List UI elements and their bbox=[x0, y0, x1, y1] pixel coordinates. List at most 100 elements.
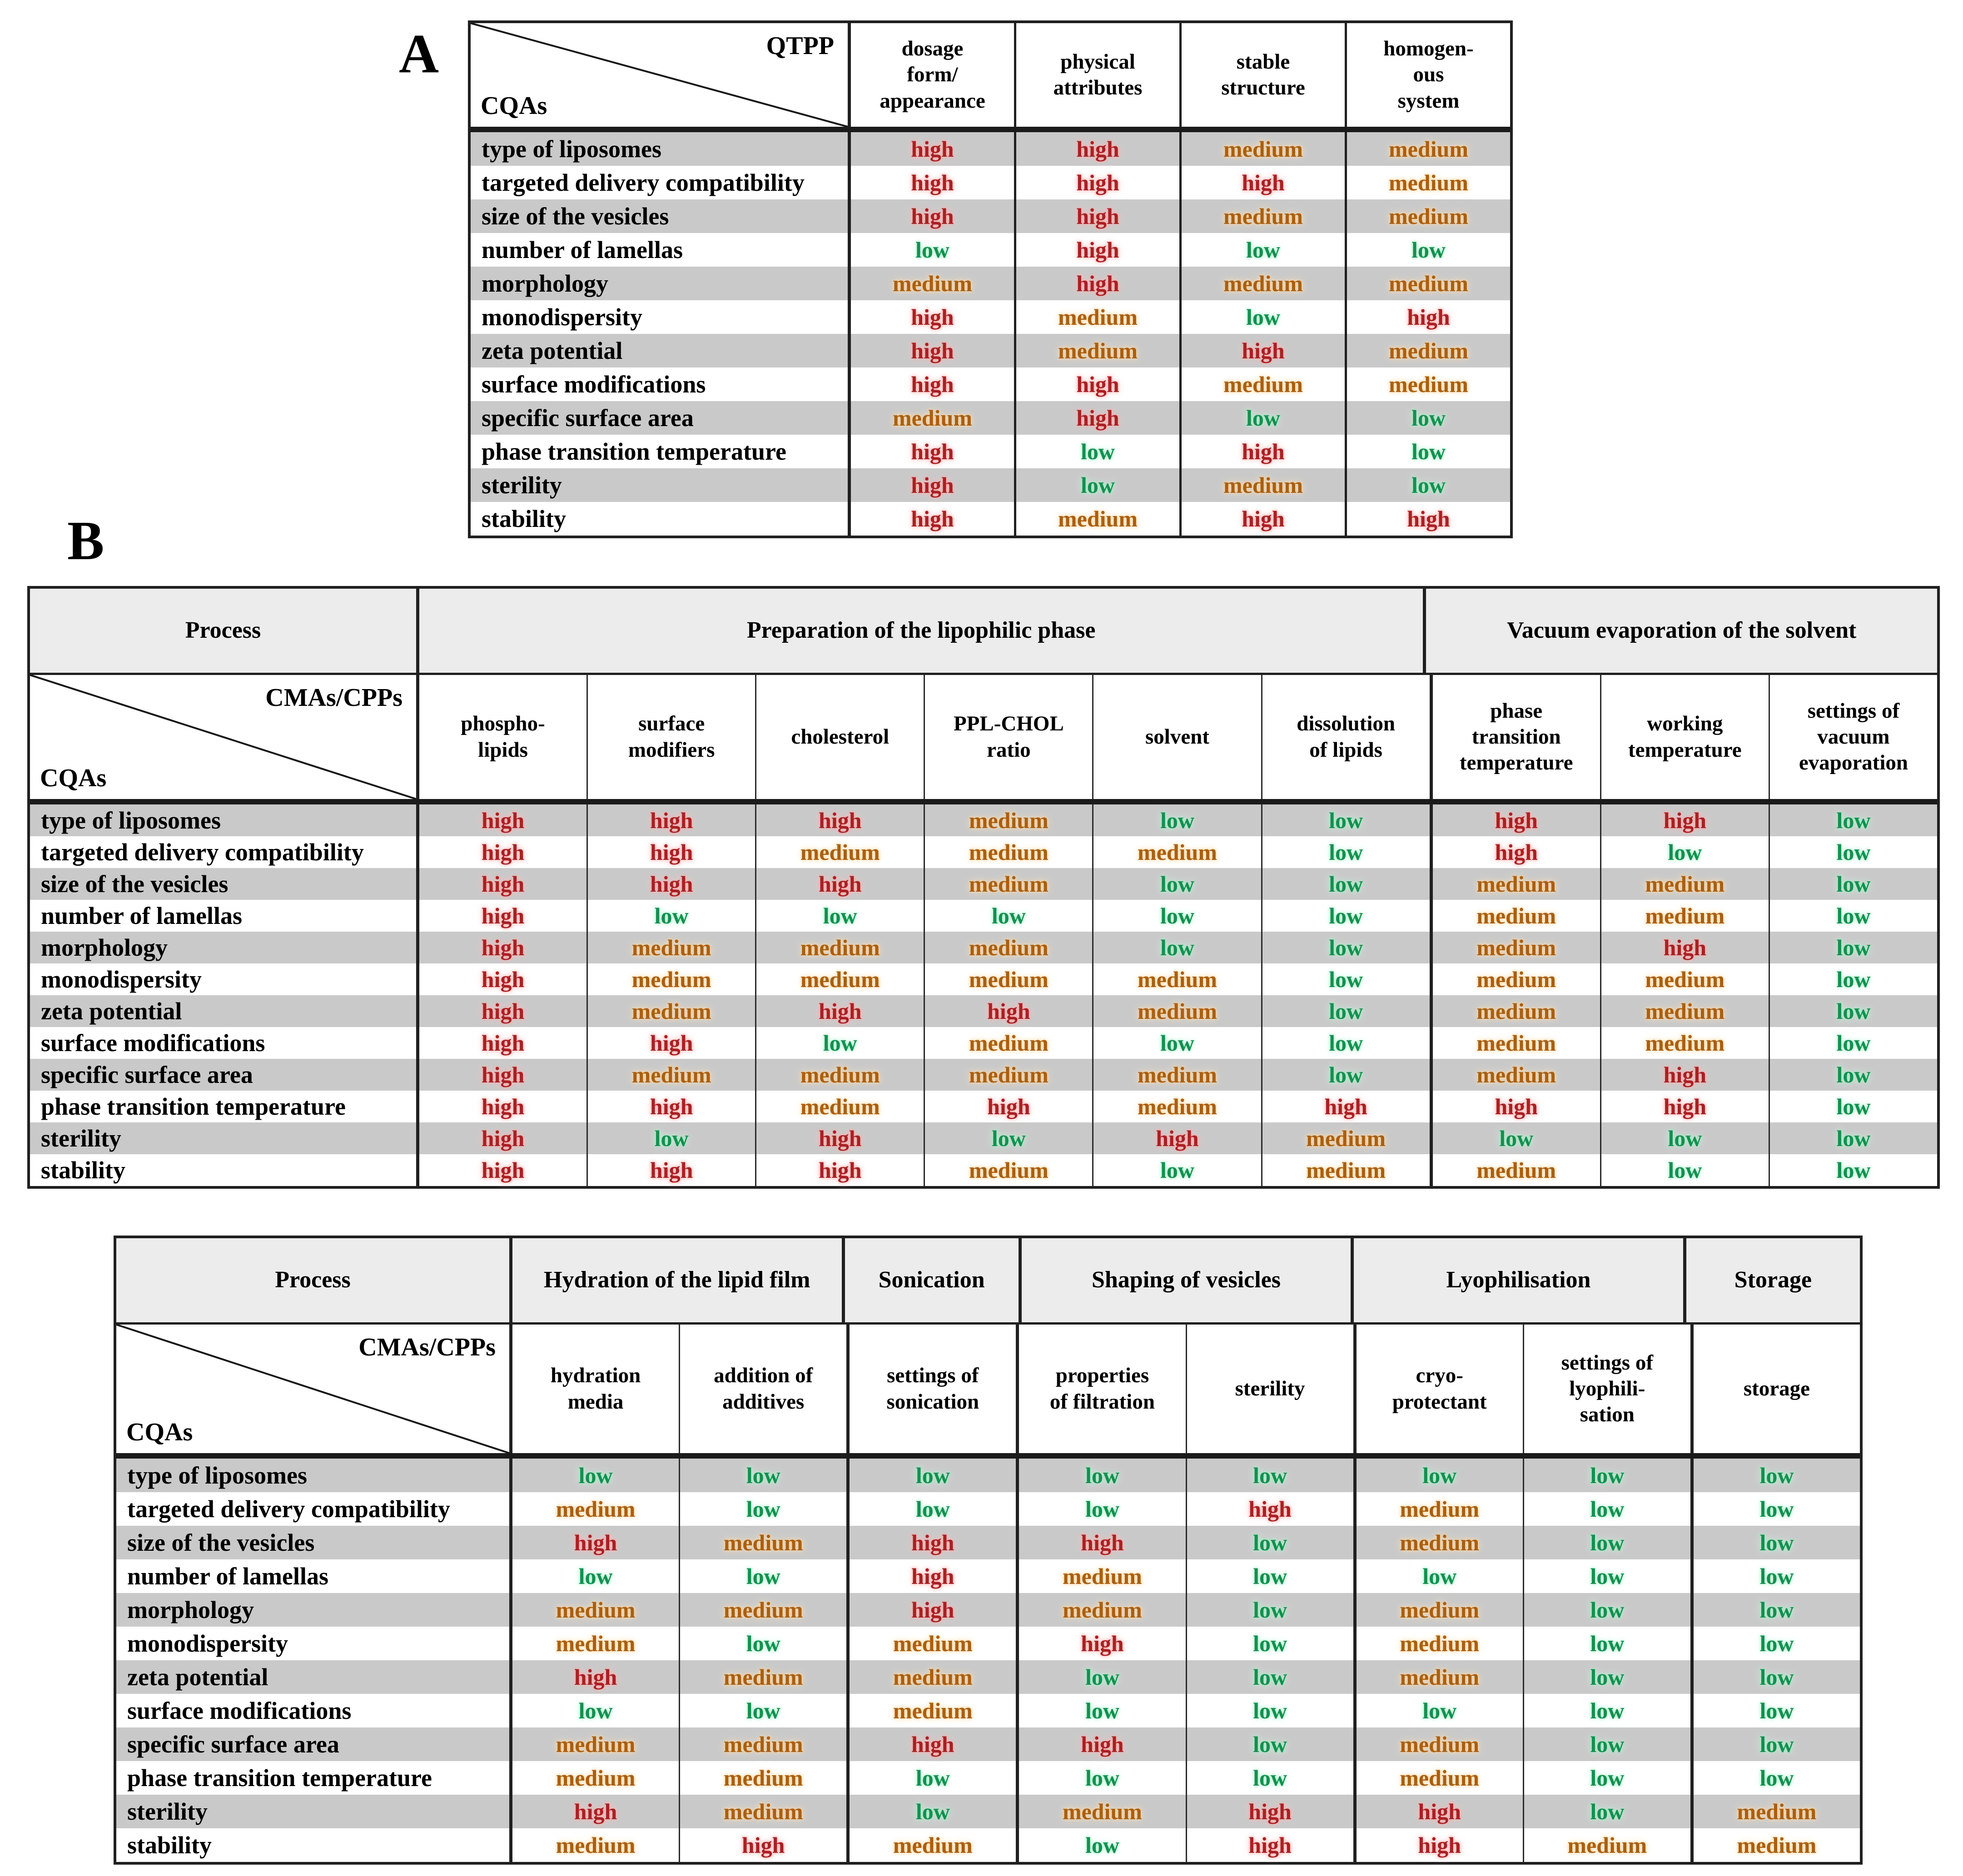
risk-cell: high bbox=[1261, 1091, 1430, 1122]
risk-cell: high bbox=[416, 932, 586, 963]
risk-cell: medium bbox=[509, 1593, 679, 1627]
risk-cell: medium bbox=[1353, 1593, 1523, 1627]
risk-cell: medium bbox=[755, 836, 924, 868]
risk-cell: high bbox=[848, 132, 1014, 166]
risk-cell: low bbox=[1522, 1627, 1690, 1660]
risk-cell: low bbox=[1179, 233, 1345, 267]
risk-cell: medium bbox=[509, 1761, 679, 1795]
risk-cell: high bbox=[509, 1660, 679, 1694]
risk-cell: medium bbox=[1429, 932, 1600, 963]
risk-cell: high bbox=[509, 1795, 679, 1828]
risk-cell: medium bbox=[1429, 900, 1600, 932]
row-label: size of the vesicles bbox=[482, 203, 669, 230]
table-row: targeted delivery compatibility high high m… bbox=[30, 836, 1937, 868]
risk-cell: medium bbox=[1345, 367, 1510, 401]
risk-cell: medium bbox=[755, 1059, 924, 1091]
table-row: number of lamellas low low high medium low low… bbox=[116, 1559, 1860, 1593]
risk-cell: low bbox=[1185, 1627, 1353, 1660]
diagonal-line bbox=[30, 675, 416, 799]
risk-cell: low bbox=[1261, 963, 1430, 995]
risk-cell: high bbox=[848, 468, 1014, 502]
risk-cell: low bbox=[1690, 1559, 1860, 1593]
risk-cell: low bbox=[1185, 1694, 1353, 1727]
process-risk-table-2: Process Hydration of the lipid film Sonica… bbox=[114, 1236, 1863, 1865]
risk-cell: medium bbox=[586, 1059, 755, 1091]
table-row: surface modifications high high medium mediu… bbox=[471, 367, 1510, 401]
risk-cell: low bbox=[1092, 868, 1261, 900]
risk-cell: medium bbox=[924, 804, 1092, 836]
risk-cell: low bbox=[1185, 1727, 1353, 1761]
row-label: zeta potential bbox=[127, 1663, 268, 1691]
risk-cell: low bbox=[1345, 233, 1510, 267]
process-header-row: Process Hydration of the lipid film Sonica… bbox=[116, 1238, 1860, 1325]
risk-cell: high bbox=[1014, 166, 1179, 199]
risk-cell: low bbox=[1690, 1694, 1860, 1727]
risk-cell: medium bbox=[1179, 132, 1345, 166]
row-label: type of liposomes bbox=[41, 807, 221, 834]
risk-cell: low bbox=[1261, 1027, 1430, 1059]
corner-cell: QTPP CQAs bbox=[471, 23, 848, 127]
table-row: size of the vesicles high medium high high lo… bbox=[116, 1526, 1860, 1559]
column-header: PPL-CHOL ratio bbox=[924, 675, 1092, 799]
row-label: morphology bbox=[482, 270, 609, 297]
table-row: stability high high high medium low medium medi… bbox=[30, 1154, 1937, 1186]
column-header: dosage form/ appearance bbox=[848, 23, 1014, 127]
column-header: cryo- protectant bbox=[1353, 1325, 1523, 1453]
table-row: monodispersity high medium low high bbox=[471, 300, 1510, 334]
risk-cell: low bbox=[679, 1492, 846, 1526]
process-group-header: Sonication bbox=[841, 1238, 1019, 1325]
row-label: targeted delivery compatibility bbox=[127, 1495, 450, 1523]
risk-cell: high bbox=[416, 995, 586, 1027]
risk-cell: high bbox=[924, 1091, 1092, 1122]
risk-cell: low bbox=[1522, 1694, 1690, 1727]
risk-cell: medium bbox=[1092, 963, 1261, 995]
risk-cell: low bbox=[1768, 1154, 1937, 1186]
row-label: morphology bbox=[41, 934, 168, 961]
table-row: monodispersity high medium medium medium medi… bbox=[30, 963, 1937, 995]
risk-cell: high bbox=[1014, 132, 1179, 166]
row-label: surface modifications bbox=[41, 1029, 265, 1057]
risk-cell: low bbox=[1429, 1122, 1600, 1154]
risk-cell: low bbox=[1690, 1593, 1860, 1627]
column-header: physical attributes bbox=[1014, 23, 1179, 127]
risk-cell: medium bbox=[1600, 868, 1769, 900]
risk-cell: high bbox=[586, 1027, 755, 1059]
risk-cell: low bbox=[1522, 1593, 1690, 1627]
risk-cell: high bbox=[1600, 1091, 1769, 1122]
risk-cell: high bbox=[509, 1526, 679, 1559]
risk-cell: medium bbox=[1261, 1122, 1430, 1154]
risk-cell: medium bbox=[679, 1526, 846, 1559]
process-header: Process bbox=[116, 1238, 509, 1325]
row-label: targeted delivery compatibility bbox=[482, 169, 805, 196]
risk-cell: high bbox=[1179, 502, 1345, 536]
risk-cell: low bbox=[1522, 1660, 1690, 1694]
risk-cell: low bbox=[846, 1459, 1016, 1492]
table-row: specific surface area high medium medium med… bbox=[30, 1059, 1937, 1091]
row-label: zeta potential bbox=[482, 337, 623, 364]
column-header: phase transition temperature bbox=[1429, 675, 1600, 799]
risk-cell: low bbox=[1768, 1059, 1937, 1091]
column-header: cholesterol bbox=[755, 675, 924, 799]
column-header-row: QTPP CQAs dosage form/ appearance physical … bbox=[471, 23, 1510, 132]
row-label: surface modifications bbox=[482, 371, 706, 398]
risk-cell: medium bbox=[1690, 1795, 1860, 1828]
process-group-header: Storage bbox=[1683, 1238, 1860, 1325]
qtpp-cqa-risk-table: QTPP CQAs dosage form/ appearance physical … bbox=[468, 20, 1513, 538]
risk-cell: medium bbox=[509, 1492, 679, 1526]
risk-cell: medium bbox=[1092, 1059, 1261, 1091]
risk-cell: medium bbox=[586, 963, 755, 995]
risk-cell: medium bbox=[1690, 1828, 1860, 1862]
column-header: settings of vacuum evaporation bbox=[1768, 675, 1937, 799]
table-row: surface modifications high high low medium lo… bbox=[30, 1027, 1937, 1059]
table-row: zeta potential high medium medium low low medi… bbox=[116, 1660, 1860, 1694]
column-header: hydration media bbox=[509, 1325, 679, 1453]
risk-cell: low bbox=[1185, 1660, 1353, 1694]
risk-cell: high bbox=[848, 300, 1014, 334]
column-header: settings of lyophili- sation bbox=[1522, 1325, 1690, 1453]
table-row: type of liposomes high high high medium low lo… bbox=[30, 804, 1937, 836]
risk-cell: low bbox=[509, 1459, 679, 1492]
table-row: phase transition temperature medium medium… bbox=[116, 1761, 1860, 1795]
process-header-row: Process Preparation of the lipophilic pha… bbox=[30, 589, 1937, 675]
row-label: targeted delivery compatibility bbox=[41, 839, 364, 866]
